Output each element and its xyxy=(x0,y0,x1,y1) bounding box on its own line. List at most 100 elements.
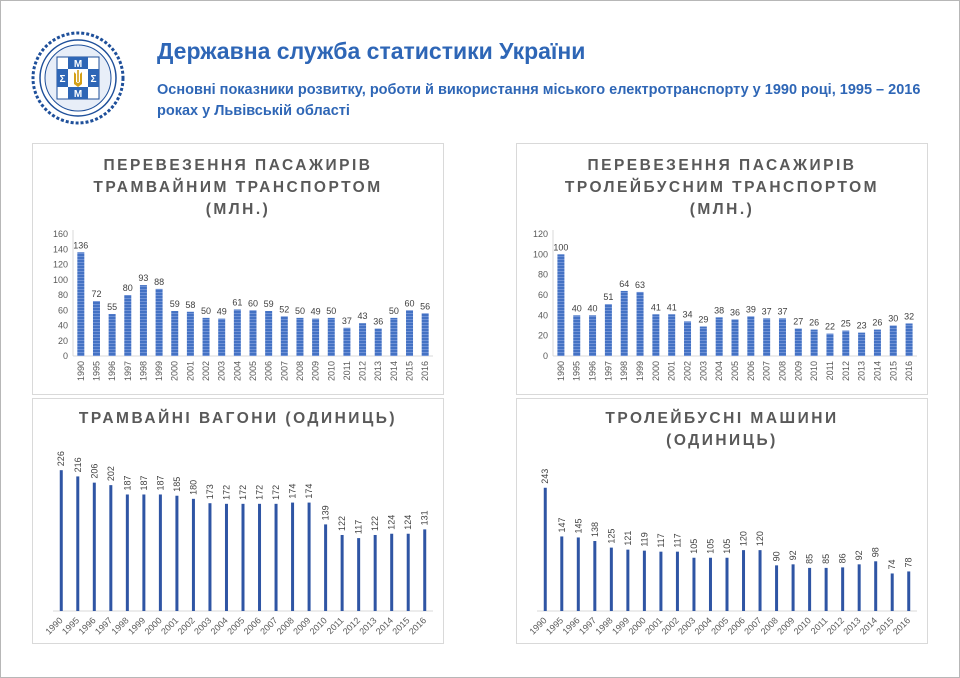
data-label: 145 xyxy=(573,518,583,533)
data-label: 30 xyxy=(888,314,898,324)
data-label: 139 xyxy=(321,505,331,520)
bar xyxy=(775,565,779,611)
chart-trolley-passengers: 0 20 40 60 80 100 120 100 1990 40 1995 40 1996 51 1997… xyxy=(533,229,917,381)
data-label: 117 xyxy=(354,520,364,534)
data-label: 121 xyxy=(623,531,633,546)
y-tick-label: 40 xyxy=(538,310,548,320)
y-tick-label: 20 xyxy=(58,336,68,346)
x-tick-label: 2007 xyxy=(762,361,772,381)
data-label: 105 xyxy=(722,539,732,554)
data-label: 36 xyxy=(730,307,740,317)
bar xyxy=(307,502,311,611)
data-label: 26 xyxy=(872,318,882,328)
bar xyxy=(327,317,335,356)
x-tick-label: 2009 xyxy=(775,615,796,636)
data-label: 100 xyxy=(553,242,568,252)
data-label: 58 xyxy=(185,300,195,310)
chart-trolley-cars: 243 1990 147 1995 145 1996 138 1997 125 1998 121 19… xyxy=(527,469,917,637)
x-tick-label: 2016 xyxy=(891,615,912,636)
data-label: 61 xyxy=(232,297,242,307)
x-tick-label: 2008 xyxy=(275,615,296,636)
bar xyxy=(560,536,564,611)
data-label: 40 xyxy=(572,303,582,313)
bar xyxy=(357,538,361,611)
data-label: 243 xyxy=(540,469,550,484)
x-tick-label: 1999 xyxy=(610,615,631,636)
bar xyxy=(715,317,723,356)
bar xyxy=(675,551,679,611)
trident-icon xyxy=(74,70,82,87)
logo-letter-left: Σ xyxy=(59,74,65,85)
data-label: 49 xyxy=(311,307,321,317)
x-tick-label: 2014 xyxy=(389,361,399,381)
chart-title-tram-cars: ТРАМВАЙНІ ВАГОНИ (ОДИНИЦЬ) xyxy=(78,410,398,427)
bar xyxy=(274,503,278,611)
bar xyxy=(406,310,414,356)
chart-title-trolley-cars: ТРОЛЕЙБУСНІ МАШИНИ (ОДИНИЦЬ) xyxy=(605,410,839,449)
chart-title-trolley-passengers: ПЕРЕВЕЗЕННЯ ПАСАЖИРІВ ТРОЛЕЙБУСНИМ ТРАНС… xyxy=(564,157,880,218)
data-label: 41 xyxy=(667,302,677,312)
bar xyxy=(890,573,894,611)
x-tick-label: 2004 xyxy=(232,361,242,381)
bar xyxy=(747,316,755,356)
x-tick-label: 2014 xyxy=(858,615,879,636)
x-tick-label: 2012 xyxy=(825,615,846,636)
data-label: 174 xyxy=(288,484,298,499)
x-tick-label: 1996 xyxy=(76,615,97,636)
data-label: 92 xyxy=(788,550,798,560)
bar xyxy=(265,311,273,356)
x-tick-label: 2013 xyxy=(373,361,383,381)
x-tick-label: 1996 xyxy=(588,361,598,381)
bar xyxy=(636,291,644,356)
x-tick-label: 2008 xyxy=(759,615,780,636)
x-tick-label: 2009 xyxy=(311,361,321,381)
data-label: 59 xyxy=(264,299,274,309)
data-label: 55 xyxy=(107,302,117,312)
x-tick-label: 2006 xyxy=(746,361,756,381)
bar xyxy=(794,328,802,356)
bar xyxy=(873,329,881,356)
x-tick-label: 1990 xyxy=(556,361,566,381)
data-label: 39 xyxy=(746,304,756,314)
x-tick-label: 2012 xyxy=(841,361,851,381)
x-tick-label: 2010 xyxy=(792,615,813,636)
bar xyxy=(218,318,226,356)
x-tick-label: 2006 xyxy=(242,615,263,636)
bar xyxy=(593,541,597,611)
bar xyxy=(731,319,739,356)
y-tick-label: 20 xyxy=(538,331,548,341)
data-label: 180 xyxy=(188,480,198,495)
data-label: 172 xyxy=(221,485,231,500)
data-label: 43 xyxy=(358,311,368,321)
bar xyxy=(191,498,195,611)
data-label: 185 xyxy=(172,477,182,492)
data-label: 172 xyxy=(255,485,265,500)
x-tick-label: 2000 xyxy=(651,361,661,381)
data-label: 125 xyxy=(606,529,616,544)
bar xyxy=(791,564,795,611)
panel-tram-cars: ТРАМВАЙНІ ВАГОНИ (ОДИНИЦЬ) 226 1990 216 199… xyxy=(32,398,444,644)
x-tick-label: 2002 xyxy=(176,615,197,636)
data-label: 72 xyxy=(91,289,101,299)
data-label: 206 xyxy=(89,464,99,479)
x-tick-label: 2012 xyxy=(341,615,362,636)
bar xyxy=(374,328,382,356)
bar xyxy=(280,316,288,356)
x-tick-label: 2002 xyxy=(201,361,211,381)
x-tick-label: 2005 xyxy=(730,361,740,381)
x-tick-label: 2015 xyxy=(874,615,895,636)
data-label: 34 xyxy=(683,309,693,319)
bar xyxy=(171,311,179,356)
bar xyxy=(186,311,194,356)
x-tick-label: 2016 xyxy=(904,361,914,381)
y-tick-label: 100 xyxy=(533,249,548,259)
x-tick-label: 2010 xyxy=(308,615,329,636)
bar xyxy=(390,317,398,356)
bar xyxy=(841,567,845,611)
data-label: 216 xyxy=(73,457,83,472)
bar xyxy=(108,314,116,356)
data-label: 90 xyxy=(772,551,782,561)
data-label: 22 xyxy=(825,322,835,332)
data-label: 172 xyxy=(271,485,281,500)
data-label: 78 xyxy=(904,557,914,567)
